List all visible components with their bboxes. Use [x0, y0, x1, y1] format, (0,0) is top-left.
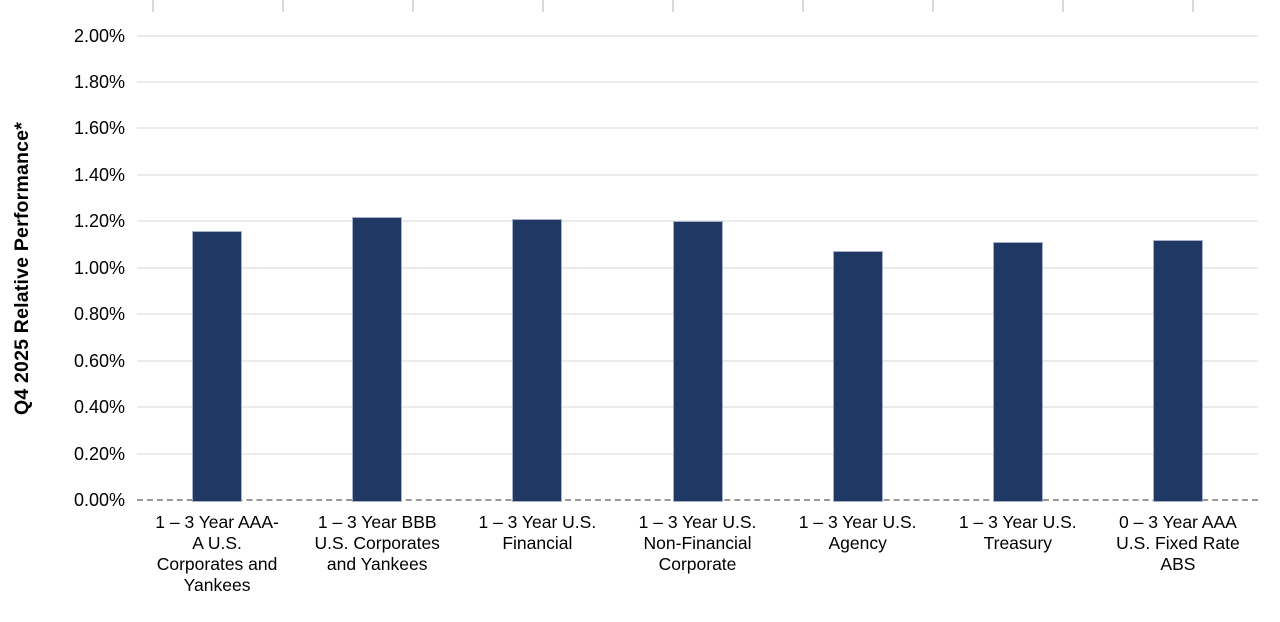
y-tick-label: 1.00%: [73, 257, 125, 278]
gridline: [137, 173, 1258, 176]
bar: [352, 216, 403, 502]
bar: [672, 221, 723, 502]
x-category-label: 1 – 3 Year U.S. Agency: [798, 512, 917, 553]
x-category-label: 1 – 3 Year BBB U.S. Corporates and Yanke…: [314, 512, 440, 574]
gridline: [137, 80, 1258, 83]
top-tick-mark: [152, 0, 154, 12]
top-tick-mark: [542, 0, 544, 12]
y-tick-label: 0.80%: [73, 304, 125, 325]
y-tick-label: 0.00%: [73, 490, 125, 510]
y-tick-label: 1.40%: [73, 164, 125, 185]
y-tick-label: 0.40%: [73, 397, 125, 418]
y-tick-label: 0.60%: [73, 350, 125, 371]
x-category-label: 1 – 3 Year AAA- A U.S. Corporates and Ya…: [155, 512, 279, 595]
gridline: [137, 127, 1258, 130]
top-tick-mark: [932, 0, 934, 12]
top-tick-mark: [802, 0, 804, 12]
x-category-label: 1 – 3 Year U.S. Non-Financial Corporate: [638, 512, 757, 574]
bar: [1152, 239, 1203, 502]
bar: [512, 218, 563, 502]
y-tick-label: 0.20%: [73, 443, 125, 464]
y-tick-label: 2.00%: [73, 25, 125, 46]
gridline: [137, 34, 1258, 37]
y-tick-label: 1.60%: [73, 118, 125, 139]
x-category-label: 1 – 3 Year U.S. Treasury: [958, 512, 1077, 553]
y-tick-label: 1.20%: [73, 211, 125, 232]
y-tick-label: 1.80%: [73, 71, 125, 92]
bar: [192, 230, 243, 502]
top-tick-mark: [412, 0, 414, 12]
top-tick-mark: [672, 0, 674, 12]
bar: [992, 242, 1043, 502]
top-tick-mark: [1192, 0, 1194, 12]
x-category-label: 1 – 3 Year U.S. Financial: [478, 512, 597, 553]
bar: [832, 251, 883, 502]
top-tick-mark: [282, 0, 284, 12]
top-tick-mark: [1062, 0, 1064, 12]
x-category-label: 0 – 3 Year AAA U.S. Fixed Rate ABS: [1116, 512, 1240, 574]
